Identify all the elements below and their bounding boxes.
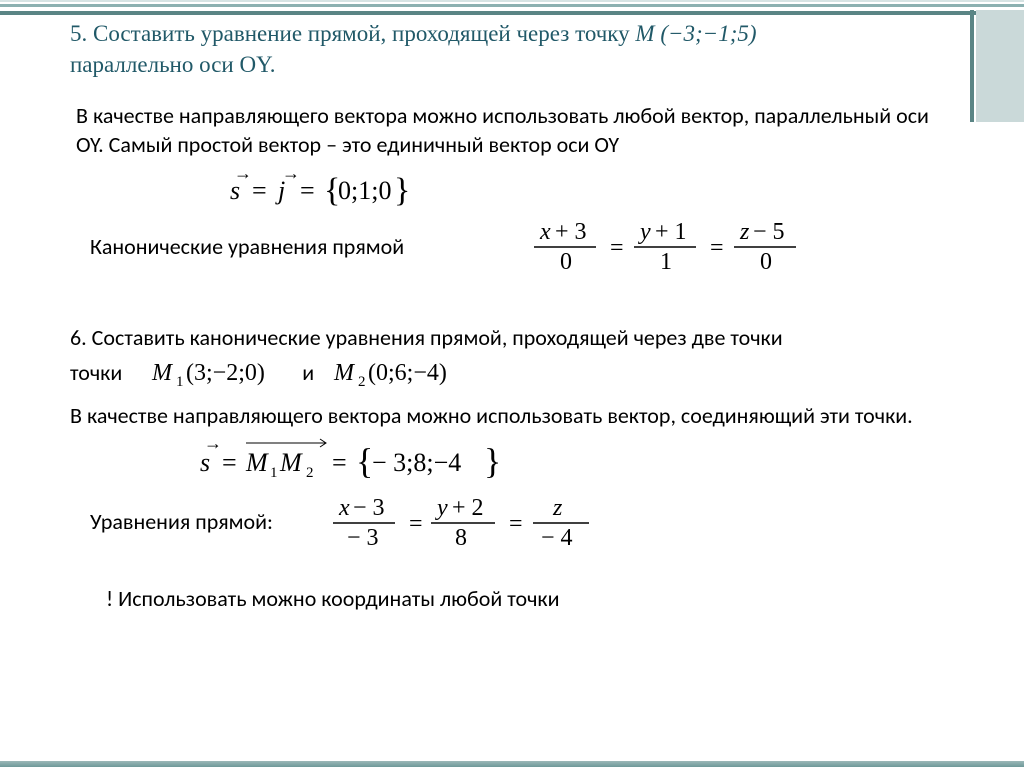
svg-text:=: =: [610, 235, 624, 261]
svg-text:+ 3: + 3: [555, 219, 587, 245]
svg-text:0: 0: [760, 249, 772, 275]
svg-text:s: s: [230, 176, 240, 205]
svg-text:j: j: [275, 176, 285, 205]
svg-text:}: }: [394, 172, 410, 209]
svg-text:y: y: [638, 219, 651, 245]
problem6-note: ! Использовать можно координаты любой то…: [106, 585, 954, 612]
svg-text:− 5: − 5: [753, 219, 785, 245]
svg-text:− 3: − 3: [347, 525, 379, 551]
problem6-explain: В качестве направляющего вектора можно и…: [70, 402, 954, 431]
problem5-title-line1: 5. Составить уравнение прямой, проходяще…: [70, 21, 635, 46]
svg-text:=: =: [332, 448, 347, 477]
svg-text:1: 1: [270, 465, 278, 481]
svg-text:1: 1: [660, 249, 672, 275]
problem6: 6. Составить канонические уравнения прям…: [70, 323, 954, 611]
svg-text:s: s: [200, 448, 210, 477]
word-and: и: [302, 359, 314, 386]
svg-text:(3;−2;0): (3;−2;0): [186, 360, 265, 386]
svg-text:+ 2: + 2: [452, 495, 484, 521]
svg-text:=: =: [300, 176, 315, 205]
svg-text:x: x: [338, 495, 350, 521]
svg-text:+ 1: + 1: [655, 219, 687, 245]
svg-text:8: 8: [455, 525, 467, 551]
p5-vec-val: 0;1;0: [338, 176, 391, 205]
svg-text:{: {: [356, 441, 373, 481]
problem6-M1: M 1 (3;−2;0): [132, 356, 292, 388]
svg-text:M: M: [245, 448, 269, 477]
problem5-canonical-label: Канонические уравнения прямой: [90, 233, 404, 262]
svg-text:=: =: [710, 235, 724, 261]
problem6-title: 6. Составить канонические уравнения прям…: [70, 323, 954, 354]
svg-text:0: 0: [560, 249, 572, 275]
svg-text:(0;6;−4): (0;6;−4): [368, 360, 447, 386]
problem6-line-formula: x − 3 − 3 = y + 2 8 = z − 4: [333, 495, 653, 551]
svg-text:y: y: [435, 495, 448, 521]
svg-text:=: =: [509, 511, 523, 537]
footer-decoration: [0, 761, 1024, 767]
slide-content: 5. Составить уравнение прямой, проходяще…: [0, 18, 1024, 612]
svg-text:1: 1: [176, 374, 184, 388]
svg-text:}: }: [484, 441, 501, 481]
svg-text:M: M: [333, 360, 356, 386]
problem5-explain: В качестве направляющего вектора можно и…: [76, 102, 954, 159]
header-decoration: [0, 0, 1024, 12]
svg-text:=: =: [409, 511, 423, 537]
svg-text:2: 2: [306, 465, 314, 481]
problem5-vector-formula: → s = → j = { 0;1;0 }: [230, 165, 530, 211]
svg-text:M: M: [151, 360, 174, 386]
problem6-M2: M 2 (0;6;−4): [324, 356, 504, 388]
problem6-vector-formula: → s = M 1 M 2 = { − 3;8;−4 }: [200, 433, 620, 485]
problem6-line-label: Уравнения прямой:: [90, 508, 273, 537]
problem5-canonical-formula: x + 3 0 = y + 1 1 = z − 5 0: [534, 219, 864, 275]
svg-text:− 3: − 3: [353, 495, 385, 521]
problem5-title-line2: параллельно оси OY.: [70, 52, 275, 77]
svg-text:2: 2: [358, 374, 366, 388]
svg-text:z: z: [552, 495, 563, 521]
svg-text:=: =: [222, 448, 237, 477]
svg-text:− 3;8;−4: − 3;8;−4: [372, 448, 461, 477]
problem5-title: 5. Составить уравнение прямой, проходяще…: [70, 18, 954, 80]
svg-text:z: z: [739, 219, 750, 245]
svg-text:M: M: [279, 448, 303, 477]
problem5-point: M (−3;−1;5): [635, 21, 756, 46]
word-tochki: точки: [70, 359, 122, 386]
svg-text:x: x: [539, 219, 551, 245]
svg-text:− 4: − 4: [541, 525, 573, 551]
svg-text:=: =: [252, 176, 267, 205]
